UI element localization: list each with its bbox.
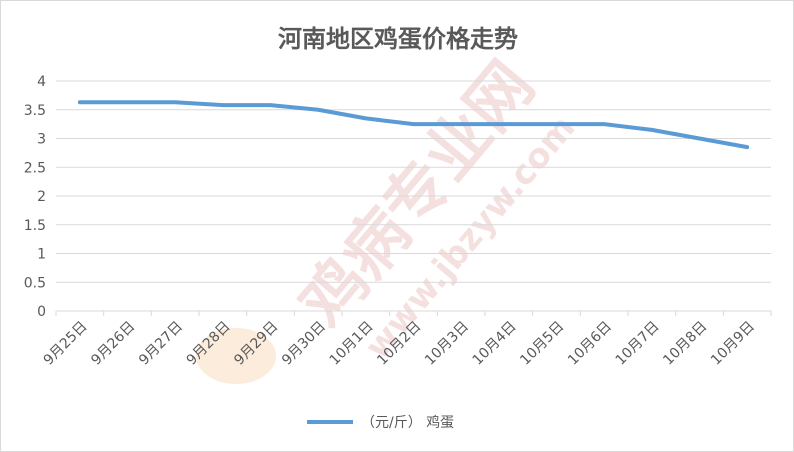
y-tick-label: 1.5: [24, 218, 46, 234]
y-tick-label: 2.5: [24, 160, 46, 176]
y-tick-label: 0.5: [24, 275, 46, 291]
x-tick-label: 10月3日: [422, 319, 472, 369]
watermark-logo: [196, 328, 276, 384]
y-tick-label: 1: [37, 247, 46, 263]
x-tick-label: 10月8日: [660, 319, 710, 369]
series-line: [77, 100, 750, 150]
legend-label: （元/斤） 鸡蛋: [361, 414, 454, 431]
x-tick-label: 10月4日: [470, 319, 520, 369]
legend: （元/斤） 鸡蛋: [307, 414, 454, 431]
x-tick-label: 10月6日: [565, 319, 615, 369]
y-tick-label: 2: [37, 189, 46, 205]
x-tick-label: 9月27日: [136, 319, 186, 369]
y-tick-label: 3.5: [24, 103, 46, 119]
x-tick-label: 10月9日: [708, 319, 758, 369]
y-tick-label: 4: [37, 74, 46, 90]
x-tick-label: 9月25日: [41, 319, 91, 369]
x-tick-label: 10月5日: [517, 319, 567, 369]
y-axis-ticks: 0 0.5 1 1.5 2 2.5 3 3.5 4: [24, 74, 46, 320]
y-tick-label: 0: [37, 304, 46, 320]
series-layer: [77, 100, 750, 150]
x-tick-label: 9月26日: [88, 319, 138, 369]
chart-title: 河南地区鸡蛋价格走势: [278, 25, 518, 53]
y-tick-label: 3: [37, 132, 46, 148]
x-tick-label: 10月7日: [613, 319, 663, 369]
gridlines: [56, 80, 771, 312]
x-tick-label: 9月30日: [279, 319, 329, 369]
